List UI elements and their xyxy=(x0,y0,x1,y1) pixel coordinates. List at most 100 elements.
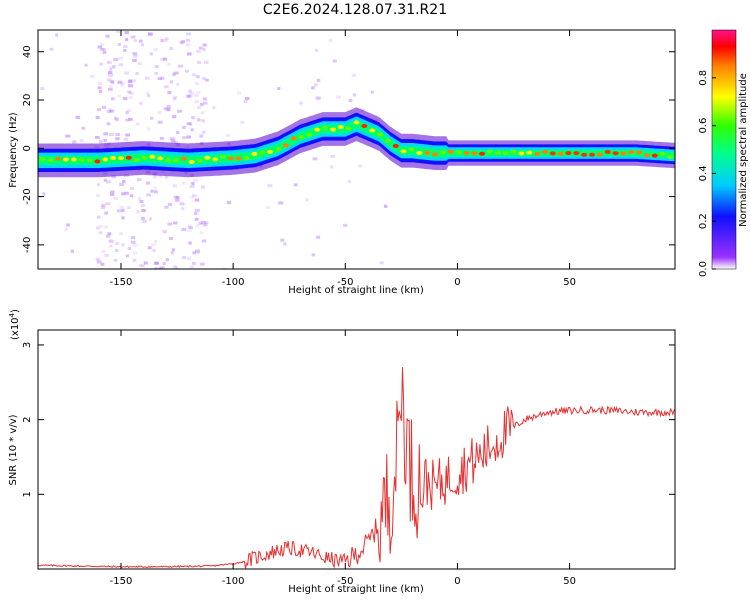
spectrogram-noise-speck xyxy=(110,193,115,197)
spectrogram-noise-speck xyxy=(199,134,204,138)
spectrogram-noise-speck xyxy=(158,267,163,269)
snr-scale-factor: (x104) xyxy=(8,309,21,340)
spectrogram-hot-spot xyxy=(471,151,478,156)
spectrogram-noise-speck xyxy=(200,102,204,106)
spectrogram-noise-speck xyxy=(202,97,207,101)
spectrogram-noise-speck xyxy=(121,216,125,220)
spectrogram-noise-speck xyxy=(316,235,321,239)
spectrogram-noise-speck xyxy=(280,238,284,242)
spectrogram-hot-spot xyxy=(636,150,643,155)
spectrogram-noise-speck xyxy=(191,116,195,120)
spectrogram-noise-speck xyxy=(186,32,191,36)
spectrogram-noise-speck xyxy=(165,258,170,262)
spectrogram-noise-speck xyxy=(125,118,130,122)
spectrogram-noise-speck xyxy=(148,217,152,221)
spectrogram-noise-speck xyxy=(172,184,177,188)
spectrogram-noise-speck xyxy=(204,221,209,225)
spectrogram-noise-speck xyxy=(197,105,202,109)
spectrogram-noise-speck xyxy=(157,120,163,124)
spectrogram-noise-speck xyxy=(179,202,185,206)
spectrogram-noise-speck xyxy=(105,202,111,206)
snr-y-axis-title: SNR (10 * v/v) xyxy=(8,414,19,485)
spectrogram-hot-spot xyxy=(439,150,446,155)
spectrogram-noise-speck xyxy=(178,64,184,68)
spectrogram-noise-speck xyxy=(167,222,173,226)
spectrogram-noise-speck xyxy=(194,208,200,212)
spectrogram-noise-speck xyxy=(125,254,129,258)
spectrogram-noise-speck xyxy=(126,90,131,94)
spectrogram-noise-speck xyxy=(351,73,357,77)
spectrogram-noise-speck xyxy=(172,73,176,77)
spectrogram-noise-speck xyxy=(175,131,180,135)
spectrogram-hot-spot xyxy=(165,158,172,163)
spectrogram-noise-speck xyxy=(188,89,192,93)
spectrogram-noise-speck xyxy=(104,253,110,257)
spectrogram-hot-spot xyxy=(557,151,564,156)
spectrogram-hot-spot xyxy=(63,157,70,162)
spectrogram-noise-speck xyxy=(123,48,127,52)
spectrogram-noise-speck xyxy=(122,97,128,101)
spectrogram-noise-speck xyxy=(118,56,124,60)
spectrogram-noise-speck xyxy=(140,264,145,268)
colorbar-tick-label: 0.6 xyxy=(698,118,709,134)
spectrogram-noise-speck xyxy=(146,94,151,98)
spectrogram-noise-speck xyxy=(192,73,197,77)
spectrogram-ridge-band-3 xyxy=(38,119,675,165)
spectrogram-hot-spot xyxy=(377,132,384,137)
spectrogram-noise-speck xyxy=(186,52,192,56)
spectrogram-noise-speck xyxy=(103,131,109,135)
spectrogram-noise-speck xyxy=(144,76,150,80)
spectrogram-noise-speck xyxy=(187,224,192,228)
spectrogram-noise-speck xyxy=(133,54,138,58)
spectrogram-noise-speck xyxy=(205,78,209,82)
spectrogram-noise-speck xyxy=(140,43,145,47)
spectrogram-x-tick-label: -100 xyxy=(222,277,245,288)
spectrogram-noise-speck xyxy=(299,101,303,105)
spectrogram-noise-speck xyxy=(132,58,137,62)
spectrogram-noise-speck xyxy=(370,90,374,94)
spectrogram-noise-speck xyxy=(169,47,174,51)
spectrogram-noise-speck xyxy=(192,251,197,255)
spectrogram-noise-speck xyxy=(114,116,118,120)
spectrogram-noise-speck xyxy=(101,203,106,207)
spectrogram-hot-spot xyxy=(589,152,596,157)
spectrogram-noise-speck xyxy=(109,109,115,113)
spectrogram-noise-speck xyxy=(159,136,164,140)
spectrogram-noise-speck xyxy=(108,73,113,77)
colorbar-tick-label: 0.8 xyxy=(698,70,709,86)
spectrogram-noise-speck xyxy=(201,220,206,224)
spectrogram-noise-speck xyxy=(186,122,191,126)
spectrogram-noise-speck xyxy=(148,32,153,36)
spectrogram-noise-speck xyxy=(194,100,199,104)
spectrogram-hot-spot xyxy=(47,158,54,163)
spectrogram-noise-speck xyxy=(70,249,74,253)
spectrogram-hot-spot xyxy=(235,156,242,161)
spectrogram-noise-speck xyxy=(120,81,126,85)
spectrogram-noise-speck xyxy=(107,87,113,91)
spectrogram-noise-speck xyxy=(201,239,207,243)
spectrogram-noise-speck xyxy=(173,95,178,99)
snr-x-axis-title: Height of straight line (km) xyxy=(288,584,424,595)
spectrogram-noise-speck xyxy=(101,206,106,210)
snr-x-tick-label: 0 xyxy=(454,576,460,587)
spectrogram-hot-spot xyxy=(227,156,234,161)
snr-y-ticks: 1 2 3 xyxy=(22,342,675,498)
spectrogram-noise-speck xyxy=(193,178,198,182)
spectrogram-noise-speck xyxy=(196,250,200,254)
spectrogram-noise-speck xyxy=(98,81,103,85)
spectrogram-y-tick-label: 20 xyxy=(22,94,33,107)
spectrogram-noise-speck xyxy=(166,105,171,109)
spectrogram-noise-speck xyxy=(343,223,348,227)
spectrogram-noise-speck xyxy=(108,239,114,243)
spectrogram-y-axis-title: Frequency (Hz) xyxy=(8,112,19,188)
spectrogram-noise-speck xyxy=(111,175,117,179)
spectrogram-noise-speck xyxy=(148,32,152,36)
spectrogram-noise-speck xyxy=(115,30,121,34)
snr-x-ticks: -150 -100 -50 0 50 xyxy=(110,330,576,587)
spectrogram-hot-spot xyxy=(204,155,211,160)
spectrogram-noise-speck xyxy=(103,178,107,182)
spectrogram-noise-speck xyxy=(194,217,199,221)
spectrogram-noise-speck xyxy=(328,39,333,43)
spectrogram-noise-speck xyxy=(124,71,129,75)
spectrogram-noise-speck xyxy=(190,181,194,185)
